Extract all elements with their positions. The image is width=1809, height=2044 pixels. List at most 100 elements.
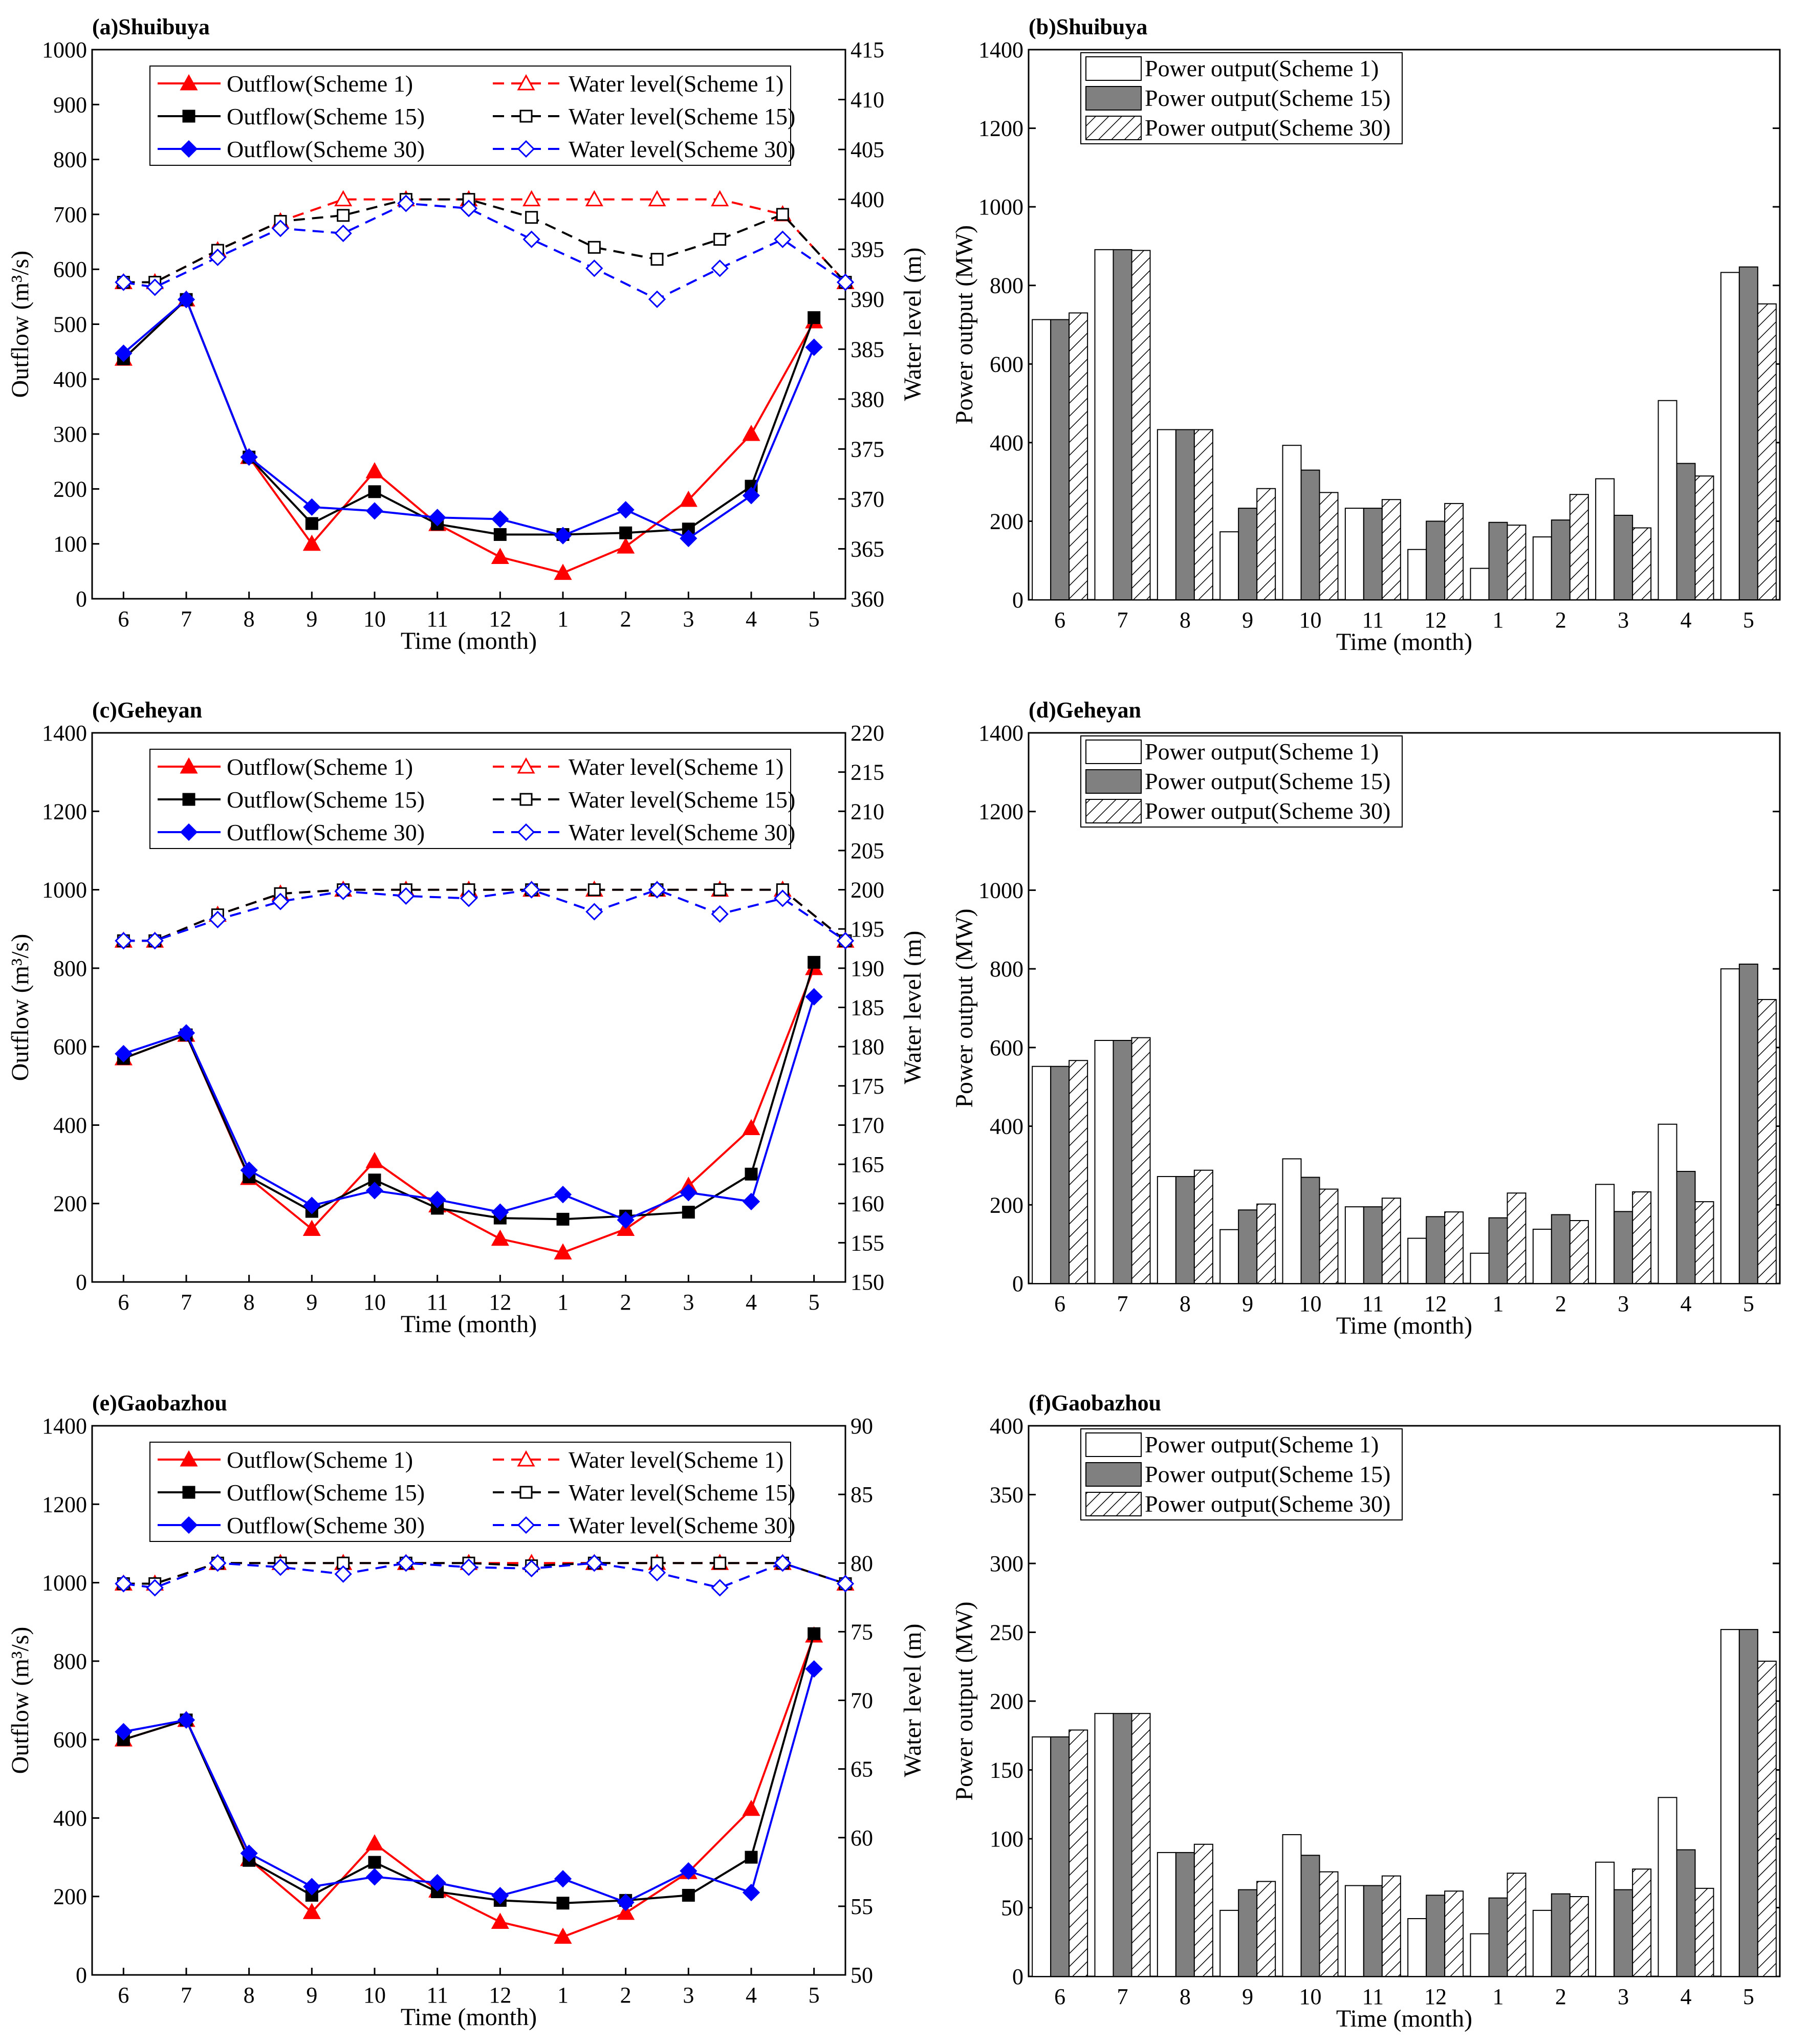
x-tick-label: 6 <box>118 1290 129 1315</box>
y-tick-label: 1000 <box>42 37 87 62</box>
y-tick-label: 1000 <box>42 1571 87 1596</box>
bar <box>1551 519 1571 600</box>
outflow-point <box>368 1856 381 1869</box>
bar <box>1193 1843 1213 1977</box>
x-tick-label: 8 <box>1180 1291 1191 1316</box>
legend-marker <box>517 74 535 91</box>
y-tick-label: 300 <box>990 1551 1023 1576</box>
bar <box>1532 1909 1552 1977</box>
x-tick-label: 9 <box>306 1983 317 2008</box>
bar <box>1676 463 1696 601</box>
outflow-point <box>554 563 572 580</box>
bar <box>1219 1229 1239 1285</box>
bar <box>1507 1873 1527 1977</box>
legend-label: Power output(Scheme 1) <box>1145 738 1379 765</box>
x-tick-label: 9 <box>1242 1984 1253 2009</box>
outflow-line <box>123 297 815 540</box>
plot-frame <box>1028 49 1781 601</box>
water-level-point <box>585 190 603 207</box>
bar <box>1738 963 1758 1285</box>
bar <box>1113 1040 1132 1284</box>
legend-label: Power output(Scheme 1) <box>1145 55 1379 81</box>
bar <box>1050 319 1070 600</box>
bar <box>1407 1237 1427 1284</box>
x-tick-label: 2 <box>620 1290 631 1315</box>
x-tick-label: 8 <box>1180 1984 1191 2009</box>
bar <box>1658 400 1677 600</box>
outflow-line <box>123 1633 815 1904</box>
y-tick-label: 200 <box>990 1192 1023 1217</box>
y-tick-label: 0 <box>1012 1271 1023 1296</box>
outflow-point <box>680 1184 698 1202</box>
outflow-point <box>240 1161 258 1179</box>
legend-label: Power output(Scheme 15) <box>1145 1461 1390 1487</box>
water-level-line <box>123 202 846 300</box>
x-tick-label: 5 <box>809 1983 820 2008</box>
water-level-point <box>774 230 792 248</box>
bar <box>1282 1834 1302 1977</box>
bar <box>1175 1176 1195 1284</box>
legend-marker <box>519 110 533 123</box>
outflow-point <box>491 1229 509 1246</box>
y-tick-label: 1400 <box>978 721 1023 746</box>
y-axis-label: Power output (MW) <box>951 908 978 1107</box>
bar <box>1694 1201 1714 1285</box>
water-level-line <box>123 888 846 942</box>
x-tick-label: 2 <box>620 1983 631 2008</box>
y-tick-label: 1200 <box>978 799 1023 824</box>
outflow-point <box>808 955 821 969</box>
y-tick-label: 800 <box>53 956 87 981</box>
x-tick-label: 12 <box>1424 1984 1447 2009</box>
water-level-point <box>650 253 664 266</box>
water-level-point <box>209 1554 227 1572</box>
bar <box>1470 568 1490 600</box>
water-level-point <box>776 208 789 221</box>
bar <box>1632 1868 1652 1977</box>
y2-tick-label: 415 <box>851 37 884 62</box>
y2-tick-label: 205 <box>851 838 884 863</box>
panel-e-gaobazhou: 0200400600800100012001400505560657075808… <box>7 1390 926 2031</box>
water-level-point <box>648 190 666 207</box>
water-level-line <box>123 1562 846 1589</box>
bar <box>1344 1885 1364 1977</box>
bar <box>1032 1066 1052 1284</box>
legend-marker <box>180 74 198 91</box>
chart-title: (d)Geheyan <box>1029 698 1141 723</box>
outflow-point <box>682 1206 695 1219</box>
bar <box>1094 1713 1114 1977</box>
legend-marker <box>182 793 195 806</box>
panel-a-shuibuya: 0100200300400500600700800900100036036537… <box>7 14 926 655</box>
y2-tick-label: 400 <box>851 187 884 212</box>
bar <box>1632 1191 1652 1284</box>
bar <box>1381 1875 1401 1977</box>
bar <box>1193 1169 1213 1284</box>
bar <box>1157 429 1176 601</box>
y2-tick-label: 385 <box>851 337 884 362</box>
x-tick-label: 4 <box>1681 1291 1692 1316</box>
water-level-point <box>711 1579 729 1597</box>
x-tick-label: 10 <box>363 1290 386 1315</box>
y2-tick-label: 70 <box>851 1688 873 1713</box>
bar <box>1757 1660 1777 1977</box>
water-level-point <box>146 278 164 296</box>
y2-axis-label: Water level (m) <box>899 248 926 401</box>
x-tick-label: 11 <box>1362 1291 1384 1316</box>
y-tick-label: 100 <box>990 1826 1023 1852</box>
x-tick-label: 12 <box>1424 607 1447 633</box>
outflow-point <box>554 1927 572 1944</box>
x-tick-label: 9 <box>306 1290 317 1315</box>
x-tick-label: 4 <box>1681 607 1692 633</box>
legend-label: Power output(Scheme 1) <box>1145 1431 1379 1458</box>
water-level-point <box>587 883 601 897</box>
water-level-point <box>713 233 727 246</box>
x-tick-label: 6 <box>1054 1291 1065 1316</box>
bar <box>1569 494 1589 601</box>
y2-tick-label: 195 <box>851 917 884 942</box>
water-level-point <box>397 194 415 212</box>
water-level-point <box>460 1558 478 1576</box>
y2-tick-label: 160 <box>851 1191 884 1216</box>
y-tick-label: 0 <box>1012 588 1023 613</box>
legend-label: Water level(Scheme 30) <box>569 819 795 845</box>
